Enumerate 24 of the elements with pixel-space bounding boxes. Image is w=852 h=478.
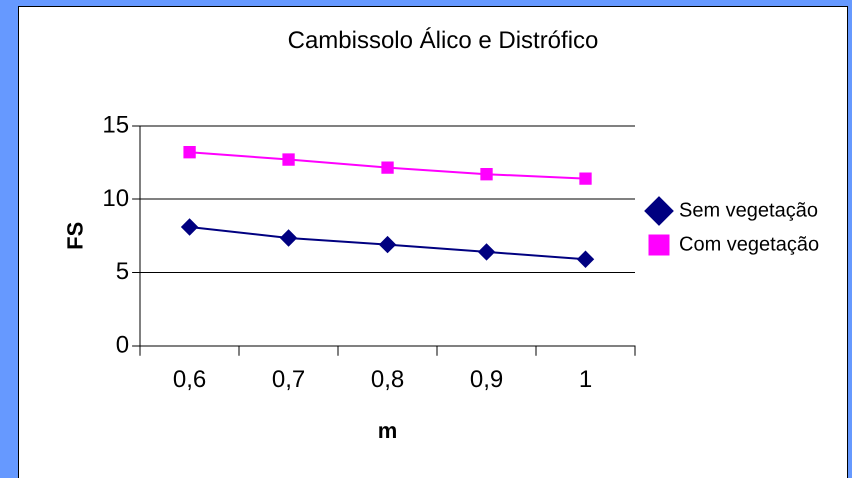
point (480, 168, 493, 180)
y-tick-label: 5 (116, 258, 130, 286)
point (579, 172, 592, 185)
x-tick-label: 0,8 (370, 366, 404, 393)
point (282, 153, 295, 166)
y-tick-label: 10 (102, 184, 130, 212)
x-tick-label: 1 (578, 366, 592, 393)
x-tick-label: 0,9 (470, 366, 504, 393)
legend-label: Sem vegetação (679, 200, 818, 222)
chart-title: Cambissolo Álico e Distrófico (288, 27, 598, 54)
point (183, 146, 196, 158)
x-axis-title: m (378, 418, 398, 443)
point (381, 161, 394, 174)
legend-label: Com vegetação (679, 234, 820, 256)
x-tick-label: 0,6 (172, 366, 206, 393)
y-axis-title: FS (62, 222, 88, 250)
x-tick-label: 0,7 (272, 366, 306, 393)
point (379, 236, 396, 254)
point (181, 218, 198, 236)
point (478, 243, 496, 260)
y-tick-label: 0 (116, 331, 130, 358)
point (577, 250, 594, 268)
point (280, 230, 298, 246)
y-tick-label: 15 (102, 111, 130, 138)
